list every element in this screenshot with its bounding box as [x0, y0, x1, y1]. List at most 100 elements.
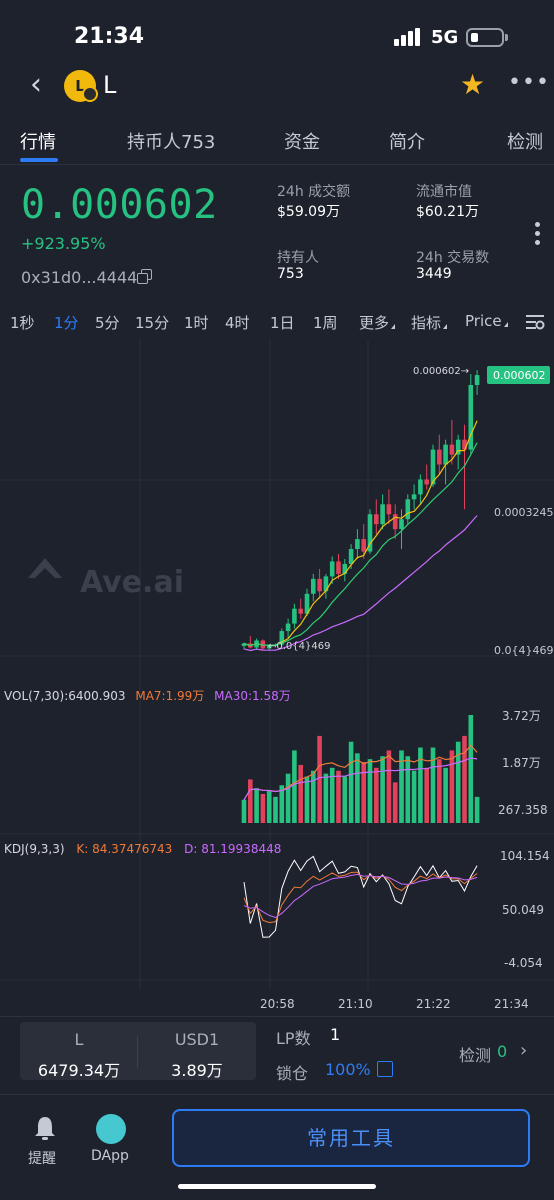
- volume-bar: [292, 750, 297, 823]
- stat-volume-label: 24h 成交额: [277, 184, 351, 200]
- price-axis-mid: 0.0003245: [494, 506, 554, 519]
- candle-body: [298, 608, 303, 614]
- candle-body: [348, 549, 354, 564]
- volume-ma-lines: [243, 744, 478, 801]
- external-link-icon[interactable]: [377, 1061, 393, 1077]
- volume-bar: [273, 796, 278, 823]
- interval-1s[interactable]: 1秒: [10, 314, 35, 332]
- pool-base-label: L: [74, 1030, 84, 1049]
- chevron-right-icon[interactable]: ›: [520, 1040, 528, 1061]
- lock-value[interactable]: 100%: [325, 1060, 371, 1079]
- interval-1w[interactable]: 1周: [313, 314, 338, 332]
- interval-15m[interactable]: 15分: [135, 314, 170, 332]
- tab-intro[interactable]: 简介: [389, 132, 425, 153]
- lock-label: 锁仓: [276, 1064, 309, 1083]
- candle-body: [342, 563, 348, 574]
- interval-price[interactable]: Price: [465, 312, 508, 330]
- dapp-icon[interactable]: [96, 1114, 126, 1144]
- candle-body: [386, 504, 392, 515]
- stat-mcap-label: 流通市值: [416, 184, 472, 200]
- security-check-value: 0: [497, 1042, 508, 1061]
- common-tools-button[interactable]: 常用工具: [172, 1109, 530, 1167]
- volume-bar: [342, 776, 348, 823]
- time-axis-1: 21:10: [338, 997, 373, 1011]
- tab-holders[interactable]: 持币人753: [127, 132, 216, 153]
- candle-body: [424, 479, 429, 485]
- copy-icon[interactable]: [137, 269, 153, 285]
- kdj-legend-main: KDJ(9,3,3): [4, 842, 65, 856]
- candle-body: [323, 576, 329, 592]
- bell-icon[interactable]: [33, 1115, 57, 1141]
- interval-5m[interactable]: 5分: [95, 314, 120, 332]
- kebab-menu-icon[interactable]: [535, 222, 541, 249]
- home-indicator: [178, 1184, 376, 1189]
- volume-bar: [248, 779, 253, 823]
- volume-bar: [348, 741, 354, 823]
- vol-legend-ma7: MA7:1.99万: [135, 689, 204, 703]
- status-time: 21:34: [74, 24, 145, 49]
- volume-bar: [418, 747, 423, 823]
- candlesticks: [241, 370, 480, 650]
- security-check-label[interactable]: 检测: [459, 1046, 492, 1065]
- chart-settings-icon[interactable]: [525, 313, 545, 331]
- interval-indicators[interactable]: 指标: [411, 312, 448, 333]
- back-icon[interactable]: ‹: [30, 67, 42, 102]
- pool-quote-label: USD1: [174, 1030, 220, 1049]
- candle-body: [392, 514, 398, 530]
- kdj-axis-mid: 50.049: [502, 903, 544, 917]
- ma-slow-line: [243, 515, 478, 652]
- bottom-bar-divider: [0, 1094, 554, 1095]
- ma-mid-line: [243, 442, 478, 647]
- tab-check[interactable]: 检测: [507, 132, 543, 153]
- kdj-j-line: [243, 855, 478, 938]
- alert-label[interactable]: 提醒: [28, 1151, 56, 1167]
- vol-axis-high: 3.72万: [502, 709, 541, 723]
- lp-count-label: LP数: [276, 1029, 311, 1048]
- vol-axis-mid: 1.87万: [502, 756, 541, 770]
- candle-body: [367, 514, 373, 552]
- tab-funds[interactable]: 资金: [284, 132, 320, 153]
- kdj-legend: KDJ(9,3,3) K: 84.37476743 D: 81.19938448: [4, 842, 281, 856]
- interval-more[interactable]: 更多: [359, 312, 396, 333]
- candle-body: [474, 375, 480, 385]
- candle-body: [374, 514, 379, 525]
- last-price-tag-text: 0.000602: [493, 369, 546, 382]
- volume-bar: [329, 767, 335, 823]
- max-price-label: 0.000602→: [413, 366, 469, 377]
- interval-1h[interactable]: 1时: [184, 314, 209, 332]
- vol-legend-main: VOL(7,30):6400.903: [4, 689, 126, 703]
- volume-bar: [443, 767, 448, 823]
- volume-bar: [304, 776, 310, 823]
- dropdown-triangle-icon: [391, 324, 396, 329]
- candle-body: [437, 449, 442, 465]
- candle-body: [241, 643, 247, 646]
- indicators-label: 指标: [411, 314, 442, 332]
- tab-market[interactable]: 行情: [20, 132, 56, 153]
- volume-bar: [399, 750, 404, 823]
- kdj-legend-k: K: 84.37476743: [76, 842, 172, 856]
- candle-body: [361, 539, 366, 552]
- watermark: Ave.ai: [80, 565, 184, 600]
- candle-body: [430, 449, 436, 485]
- interval-1d[interactable]: 1日: [270, 314, 295, 332]
- price-chart[interactable]: Ave.ai 0.000602 0.000602→ ←0.0{4}469 0.0…: [0, 340, 554, 1016]
- pool-quote-value: 3.89万: [171, 1061, 223, 1080]
- ave-logo-icon: [28, 558, 62, 578]
- candle-body: [317, 578, 322, 592]
- volume-bar: [311, 770, 316, 823]
- interval-1m[interactable]: 1分: [54, 314, 79, 332]
- stat-holders-value: 753: [277, 266, 304, 282]
- tab-bar: 行情 持币人753 资金 简介 检测: [0, 124, 554, 164]
- interval-4h[interactable]: 4时: [225, 314, 250, 332]
- volume-bar: [361, 762, 366, 823]
- dapp-label[interactable]: DApp: [91, 1148, 129, 1164]
- more-options-icon[interactable]: •••: [508, 70, 550, 95]
- token-symbol: L: [103, 71, 117, 99]
- candle-body: [311, 578, 316, 594]
- candle-body: [462, 439, 467, 450]
- time-axis-3: 21:34: [494, 997, 529, 1011]
- favorite-star-icon[interactable]: ★: [460, 68, 486, 101]
- pool-reserves: [20, 1022, 256, 1080]
- kdj-k-line: [243, 871, 478, 924]
- candle-body: [336, 561, 341, 574]
